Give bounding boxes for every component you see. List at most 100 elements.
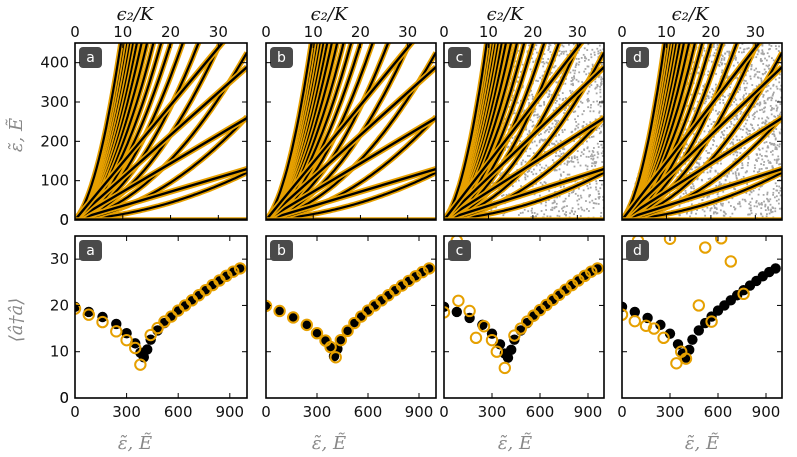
top-grey-point-d (779, 88, 782, 91)
top-grey-point-d (740, 147, 742, 149)
top-grey-point-d (701, 208, 704, 211)
top-grey-point-d (722, 202, 724, 205)
top-ytick-label-a-4: 400 (40, 54, 69, 72)
top-grey-point-d (753, 113, 755, 115)
top-grey-point-d (766, 89, 769, 92)
top-grey-point-d (777, 155, 780, 158)
top-grey-point-c (568, 43, 570, 46)
top-grey-point-d (714, 170, 717, 173)
top-grey-point-d (740, 167, 743, 169)
top-plot-area-d (622, 43, 782, 220)
top-grey-point-d (779, 194, 782, 197)
top-grey-point-d (770, 45, 773, 47)
top-grey-point-c (601, 102, 603, 104)
top-grey-point-c (601, 155, 604, 157)
top-grey-point-c (548, 131, 550, 133)
top-grey-point-d (696, 166, 698, 169)
top-grey-point-c (555, 140, 558, 143)
top-grey-point-c (565, 211, 568, 213)
top-grey-point-c (593, 51, 596, 54)
top-grey-point-d (775, 189, 778, 192)
top-fan-line-a-0 (75, 167, 247, 220)
top-grey-point-d (772, 83, 775, 86)
top-grey-point-d (744, 89, 746, 92)
top-grey-point-c (577, 207, 580, 210)
top-grey-point-c (573, 157, 576, 159)
top-grey-point-c (586, 49, 589, 51)
bottom-point-approx-c (477, 320, 491, 333)
top-grey-point-d (689, 168, 692, 171)
top-grey-point-d (692, 61, 695, 64)
top-grey-point-d (759, 103, 762, 105)
top-grey-point-c (563, 200, 566, 203)
top-grey-point-c (591, 165, 593, 167)
bottom-point-approx-a (96, 315, 109, 329)
bottom-point-approx-c (508, 329, 521, 342)
top-grey-point-c (586, 165, 589, 168)
top-grey-point-c (550, 93, 553, 96)
top-grey-point-d (728, 54, 731, 57)
top-grey-point-c (526, 175, 529, 178)
top-grey-point-d (738, 139, 741, 141)
top-grey-point-c (554, 119, 556, 122)
bottom-point-approx-d (737, 287, 750, 301)
top-grey-point-d (746, 183, 749, 185)
top-grey-point-c (500, 172, 502, 175)
top-grey-point-c (552, 201, 555, 204)
top-grey-point-d (768, 55, 771, 58)
top-grey-point-d (726, 147, 728, 150)
top-grey-point-c (529, 119, 532, 122)
top-grey-point-d (707, 130, 710, 133)
top-grey-point-c (574, 210, 577, 213)
top-grey-point-c (601, 63, 603, 66)
top-grey-point-c (546, 128, 549, 131)
top-grey-point-d (701, 199, 704, 201)
top-grey-point-d (726, 134, 729, 136)
top-grey-point-c (576, 150, 579, 153)
top-xtick-label-c-0: 0 (439, 23, 449, 41)
top-grey-point-c (566, 205, 568, 207)
top-panel-badge-c: c (448, 47, 471, 68)
top-grey-point-d (702, 171, 705, 174)
top-grey-point-c (601, 161, 604, 163)
top-grey-point-d (755, 200, 758, 202)
top-grey-point-d (735, 114, 737, 117)
top-grey-point-c (600, 125, 603, 128)
bottom-point-approx-a (134, 358, 147, 371)
top-grey-point-d (715, 83, 717, 86)
top-grey-point-c (539, 169, 541, 172)
top-grey-point-c (532, 152, 535, 154)
top-fan-line-b-1 (266, 117, 436, 220)
top-grey-point-d (764, 72, 766, 75)
top-grey-point-c (545, 164, 548, 167)
top-grey-point-c (513, 109, 516, 112)
top-grey-point-d (697, 66, 700, 69)
top-grey-point-d (749, 204, 752, 207)
top-grey-point-d (730, 141, 733, 144)
top-grey-point-d (776, 144, 779, 147)
top-grey-point-d (705, 149, 708, 152)
top-grey-point-d (706, 94, 709, 97)
top-grey-point-d (779, 103, 782, 106)
top-grey-point-d (698, 163, 701, 166)
top-grey-point-d (703, 130, 706, 133)
top-grey-point-d (756, 205, 758, 208)
bottom-point-approx-d (705, 315, 718, 328)
top-grey-point-c (565, 213, 567, 216)
top-grey-point-c (566, 53, 569, 56)
top-grey-point-d (734, 207, 737, 210)
top-grey-point-d (724, 96, 726, 98)
top-grey-point-c (587, 65, 590, 68)
top-grey-point-d (735, 103, 738, 106)
top-grey-point-d (718, 183, 721, 186)
top-grey-point-c (599, 91, 602, 94)
top-grey-point-c (539, 194, 541, 197)
top-grey-point-d (742, 51, 745, 53)
top-grey-point-d (779, 111, 782, 114)
top-grey-point-c (557, 94, 560, 97)
top-grey-point-c (533, 168, 535, 171)
top-grey-point-c (554, 102, 557, 104)
top-grey-point-d (686, 104, 689, 107)
top-grey-point-d (736, 169, 739, 171)
top-grey-point-c (591, 199, 594, 202)
